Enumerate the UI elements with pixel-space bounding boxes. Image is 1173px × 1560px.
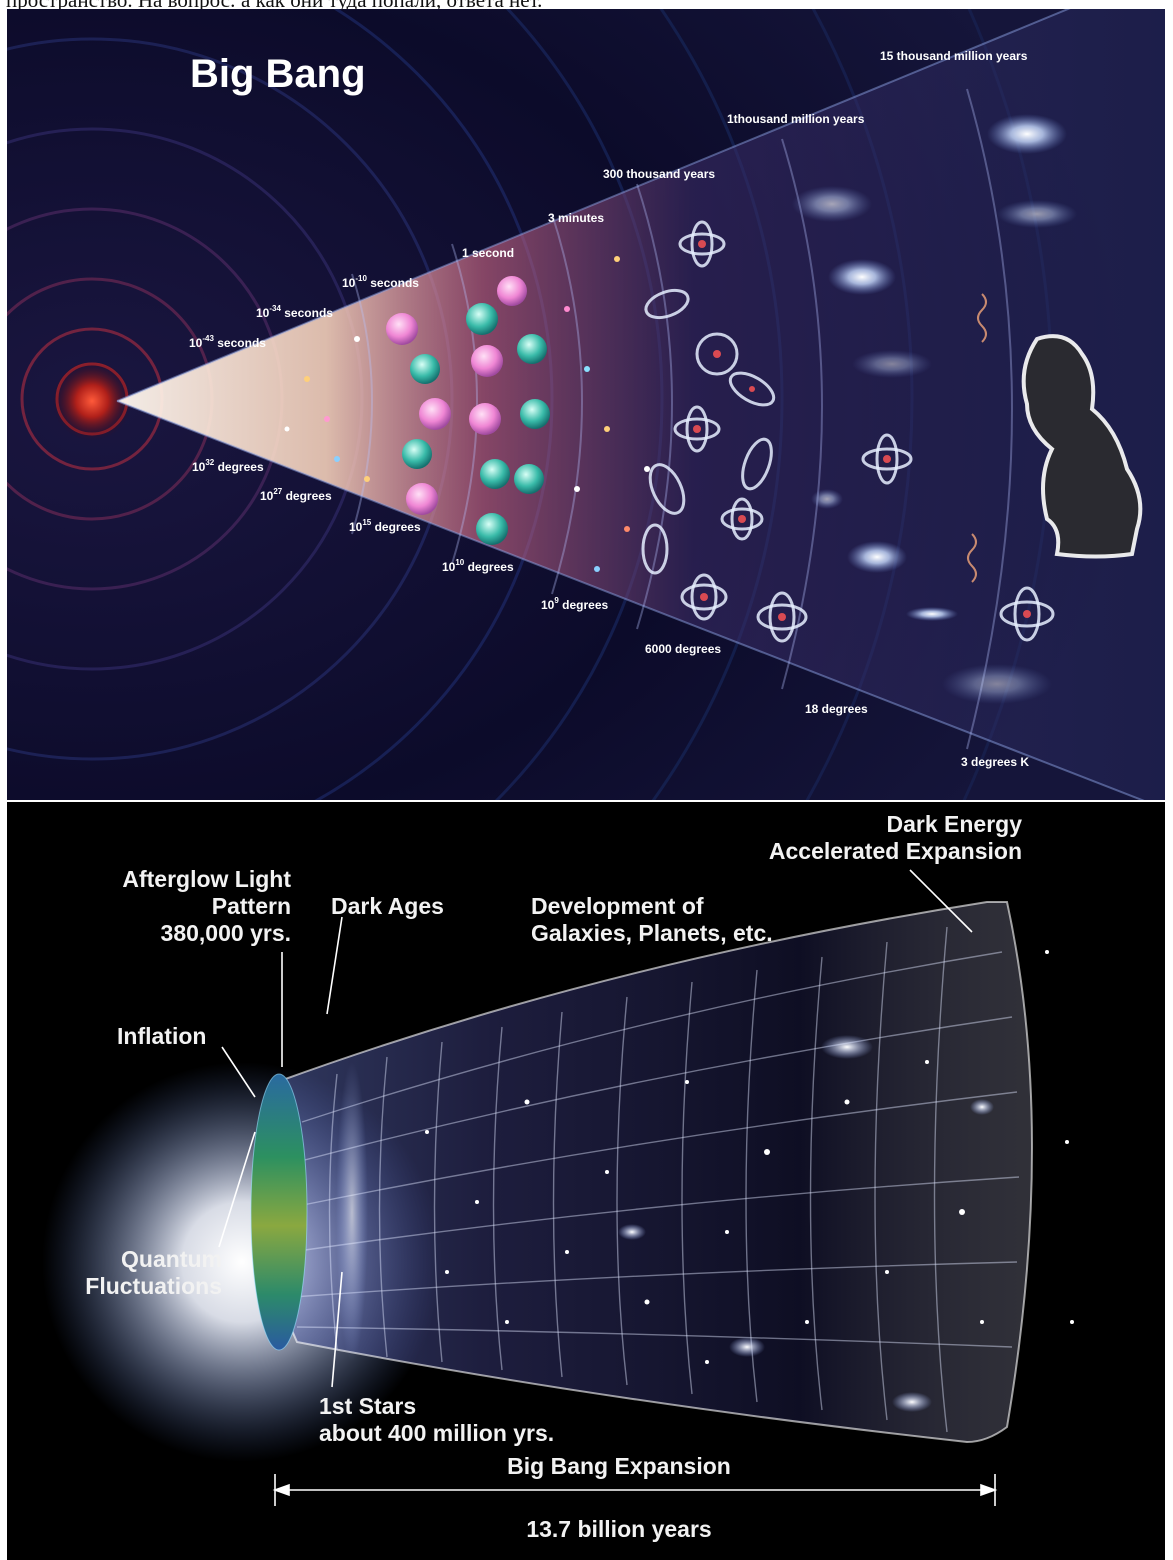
- expansion-span-arrow: [272, 1474, 998, 1506]
- expansion-svg: Dark Energy Accelerated Expansion Afterg…: [7, 802, 1165, 1560]
- time-label-5: 3 minutes: [548, 211, 604, 225]
- atom-nuclei: [693, 240, 1031, 621]
- hadron-particles: [386, 276, 550, 545]
- time-label-4: 1 second: [462, 246, 514, 260]
- title: Big Bang: [190, 52, 366, 96]
- development-label-2: Galaxies, Planets, etc.: [531, 920, 773, 946]
- singularity: [52, 361, 132, 441]
- pointer-lines: [218, 869, 973, 1388]
- quantum-label-1: Quantum: [121, 1246, 222, 1272]
- afterglow-label-3: 380,000 yrs.: [161, 920, 291, 946]
- duration-label: 13.7 billion years: [526, 1516, 711, 1542]
- thinker-statue: [1021, 334, 1143, 559]
- first-stars-glow: [336, 1062, 368, 1362]
- afterglow-label-2: Pattern: [212, 893, 291, 919]
- afterglow-disk: [250, 1073, 308, 1351]
- small-particles: [284, 256, 650, 572]
- temp-label-3: 1015 degrees: [349, 518, 421, 534]
- temp-label-1: 1032 degrees: [192, 458, 264, 474]
- first-stars-label-1: 1st Stars: [319, 1393, 416, 1419]
- quantum-label-2: Fluctuations: [85, 1273, 222, 1299]
- page-caption: пространство. На вопрос: а как они туда …: [6, 0, 1166, 10]
- first-stars-label-2: about 400 million yrs.: [319, 1420, 554, 1446]
- inflation-label: Inflation: [117, 1023, 206, 1049]
- time-label-7: 1thousand million years: [727, 112, 865, 126]
- temp-label-4: 1010 degrees: [442, 558, 514, 574]
- time-label-1: 10-43 seconds: [189, 334, 266, 350]
- temp-label-2: 1027 degrees: [260, 487, 332, 503]
- time-label-6: 300 thousand years: [603, 167, 715, 181]
- tube-stars: [425, 950, 1074, 1364]
- temp-label-8: 3 degrees K: [961, 755, 1029, 769]
- temp-label-7: 18 degrees: [805, 702, 868, 716]
- galaxies: [792, 114, 1077, 704]
- dark-ages-label: Dark Ages: [331, 893, 444, 919]
- era-dividers: [351, 88, 1013, 750]
- tube-grid: [290, 926, 1020, 1433]
- development-label-1: Development of: [531, 893, 704, 919]
- expansion-cone: [117, 9, 1165, 800]
- dark-energy-label-1: Dark Energy: [886, 811, 1022, 837]
- temp-label-5: 109 degrees: [541, 596, 608, 612]
- atoms: [641, 220, 1055, 643]
- expansion-label: Big Bang Expansion: [507, 1453, 731, 1479]
- dna-helices: [967, 293, 987, 583]
- time-label-2: 10-34 seconds: [256, 304, 333, 320]
- big-bang-timeline-illustration: Big Bang 10-43 seconds 10-34 seconds 10-…: [7, 9, 1165, 800]
- tube-galaxies: [618, 1035, 994, 1412]
- time-label-8: 15 thousand million years: [880, 49, 1028, 63]
- time-label-3: 10-10 seconds: [342, 274, 419, 290]
- universe-expansion-illustration: Dark Energy Accelerated Expansion Afterg…: [7, 802, 1165, 1560]
- big-bang-svg: Big Bang 10-43 seconds 10-34 seconds 10-…: [7, 9, 1165, 800]
- temp-label-6: 6000 degrees: [645, 642, 721, 656]
- afterglow-label-1: Afterglow Light: [122, 866, 291, 892]
- dark-energy-label-2: Accelerated Expansion: [769, 838, 1022, 864]
